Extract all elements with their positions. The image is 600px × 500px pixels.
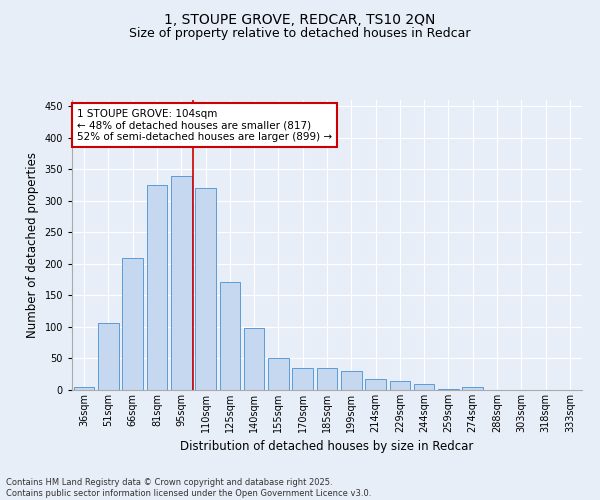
Bar (438, 388, 459, 390)
Text: Size of property relative to detached houses in Redcar: Size of property relative to detached ho… (129, 28, 471, 40)
Bar (341, 371, 362, 390)
X-axis label: Distribution of detached houses by size in Redcar: Distribution of detached houses by size … (181, 440, 473, 454)
Bar (389, 380, 410, 390)
Bar (317, 368, 337, 390)
Bar (365, 380, 386, 390)
Bar (98, 322, 119, 390)
Text: 1, STOUPE GROVE, REDCAR, TS10 2QN: 1, STOUPE GROVE, REDCAR, TS10 2QN (164, 12, 436, 26)
Bar (171, 176, 191, 390)
Text: Contains HM Land Registry data © Crown copyright and database right 2025.
Contai: Contains HM Land Registry data © Crown c… (6, 478, 371, 498)
Bar (146, 185, 167, 390)
Bar (74, 387, 94, 390)
Bar (292, 368, 313, 390)
Text: 1 STOUPE GROVE: 104sqm
← 48% of detached houses are smaller (817)
52% of semi-de: 1 STOUPE GROVE: 104sqm ← 48% of detached… (77, 108, 332, 142)
Bar (195, 188, 216, 390)
Bar (220, 282, 240, 390)
Bar (414, 384, 434, 390)
Y-axis label: Number of detached properties: Number of detached properties (26, 152, 39, 338)
Bar (268, 358, 289, 390)
Bar (463, 388, 483, 390)
Bar (122, 258, 143, 390)
Bar (244, 328, 265, 390)
